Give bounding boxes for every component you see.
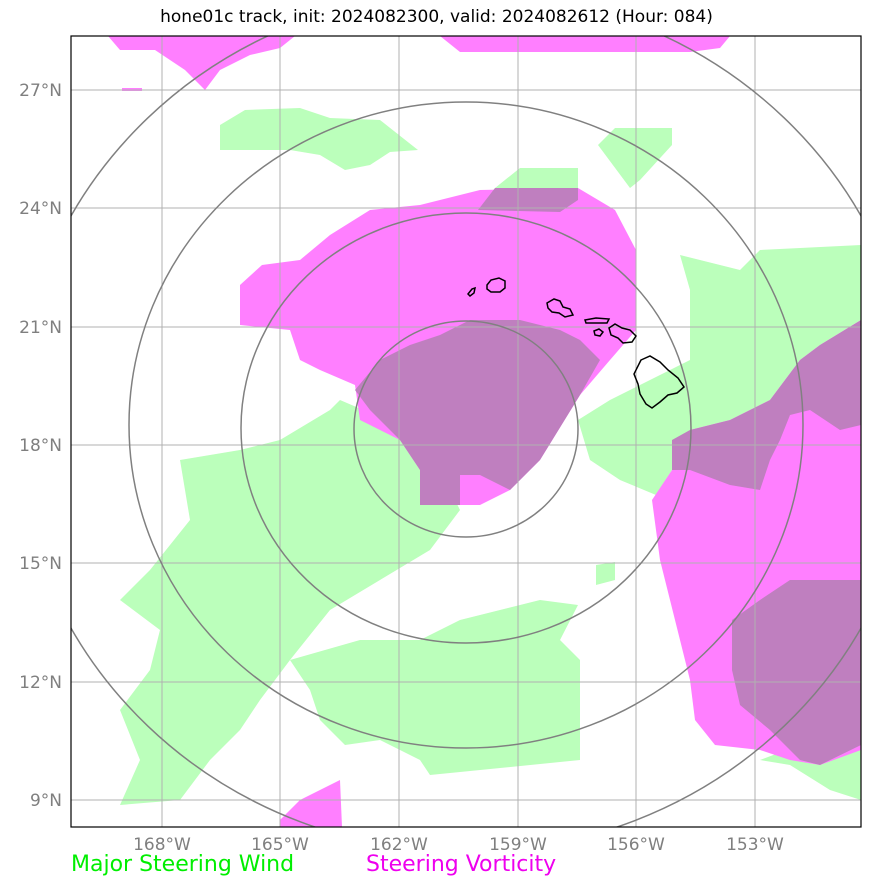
- longitude-labels: 168°W 165°W 162°W 159°W 156°W 153°W: [133, 835, 784, 855]
- map-title: hone01c track, init: 2024082300, valid: …: [160, 7, 713, 27]
- wind-region-top-center: [495, 168, 578, 188]
- wind-region-small-south: [596, 562, 615, 585]
- lon-label: 165°W: [251, 835, 309, 855]
- vorticity-region-top-left: [108, 36, 295, 90]
- lat-label: 15°N: [19, 554, 62, 574]
- overlap-region-northeast: [478, 188, 578, 212]
- lon-label: 153°W: [726, 835, 784, 855]
- lon-label: 168°W: [133, 835, 191, 855]
- wind-region-upper-right: [598, 128, 672, 188]
- distance-ring-third: [128, 101, 804, 749]
- overlap-region-southeast: [732, 580, 861, 765]
- island-oahu: [546, 298, 575, 318]
- island-molokai: [584, 317, 611, 324]
- vorticity-region-top-center: [440, 36, 730, 52]
- lon-label: 159°W: [489, 835, 547, 855]
- overlap-regions: [355, 188, 861, 765]
- lat-label: 12°N: [19, 673, 62, 693]
- graticule: [71, 36, 861, 827]
- steering-wind-regions: [120, 108, 861, 805]
- overlap-region-east: [672, 320, 861, 490]
- lat-label: 18°N: [19, 436, 62, 456]
- island-niihau: [466, 286, 476, 297]
- island-lanai: [593, 328, 605, 337]
- wind-region-main: [120, 400, 460, 805]
- legend-steering-wind: Major Steering Wind: [71, 852, 295, 877]
- lat-label: 24°N: [19, 199, 62, 219]
- lat-label: 21°N: [19, 318, 62, 338]
- latitude-labels: 27°N 24°N 21°N 18°N 15°N 12°N 9°N: [19, 81, 62, 811]
- wind-region-central-south: [290, 600, 580, 775]
- lat-label: 9°N: [30, 791, 62, 811]
- distance-rings: [71, 36, 861, 827]
- lon-label: 156°W: [607, 835, 665, 855]
- overlap-region-central: [355, 320, 600, 505]
- wind-region-upper-left: [220, 108, 418, 170]
- legend-steering-vorticity: Steering Vorticity: [366, 852, 557, 877]
- lat-label: 27°N: [19, 81, 62, 101]
- island-maui: [608, 323, 637, 344]
- island-hawaii: [633, 355, 685, 409]
- wind-region-right: [578, 245, 861, 495]
- map-frame: [70, 35, 862, 828]
- vorticity-region-south: [280, 780, 342, 827]
- hawaii-coastline: [466, 277, 685, 409]
- island-kauai: [486, 277, 506, 293]
- lon-label: 162°W: [370, 835, 428, 855]
- distance-ring-inner: [353, 320, 579, 538]
- distance-ring-second: [240, 212, 692, 644]
